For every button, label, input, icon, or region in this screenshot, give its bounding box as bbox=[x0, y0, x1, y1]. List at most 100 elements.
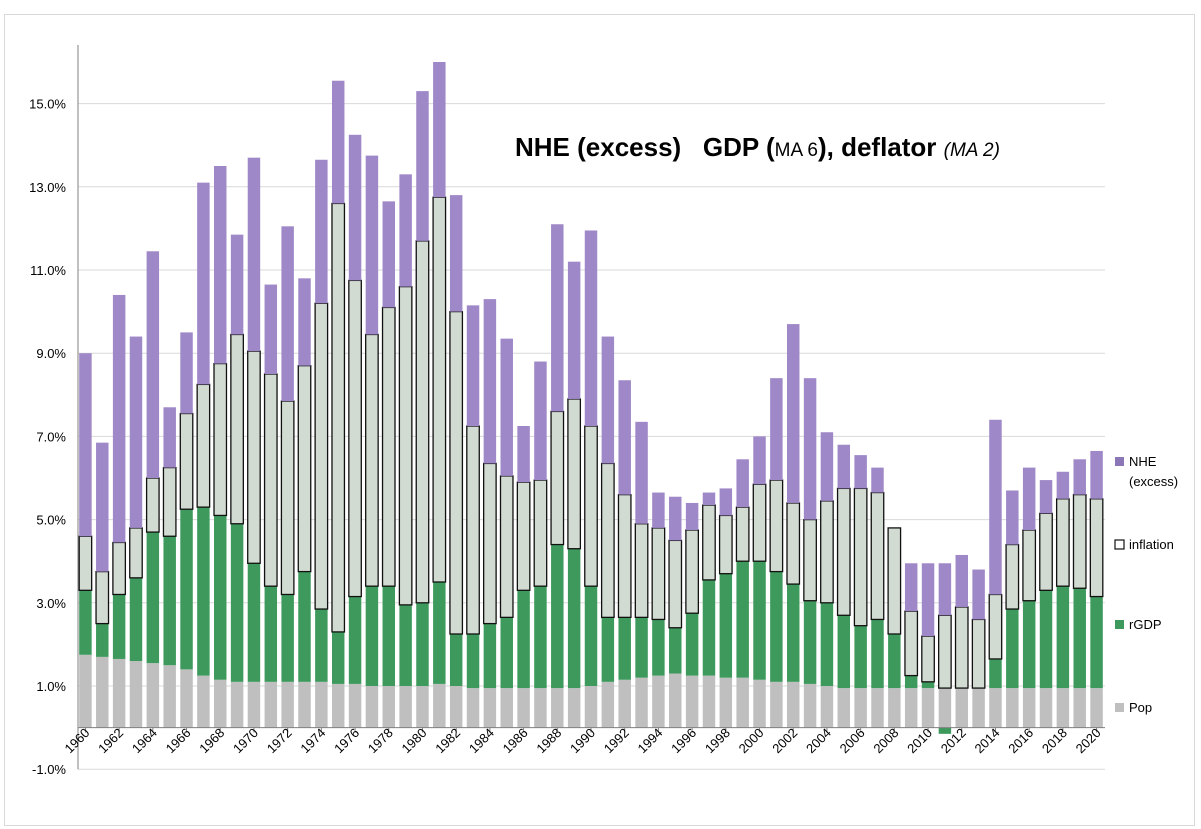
bar-nhe-excess-1967 bbox=[197, 182, 210, 385]
legend: NHE (excess) inflation rGDP Pop bbox=[1114, 454, 1178, 715]
bar-inflation-2017 bbox=[1039, 512, 1053, 591]
bar-inflation-1991 bbox=[600, 462, 615, 619]
bar-pop-2005 bbox=[837, 688, 851, 728]
bar-rgdp-2009 bbox=[904, 675, 918, 689]
bar-rgdp-2010 bbox=[921, 681, 935, 689]
bar-inflation-2000 bbox=[752, 483, 767, 562]
bar-nhe-excess-1983 bbox=[466, 305, 480, 426]
bar-inflation-1972 bbox=[280, 400, 295, 596]
bar-nhe-excess-1985 bbox=[500, 338, 513, 476]
bar-nhe-excess-2004 bbox=[820, 432, 834, 501]
bar-inflation-1964 bbox=[145, 477, 160, 533]
bar-nhe-excess-1968 bbox=[214, 166, 227, 364]
x-tick-label: 1964 bbox=[129, 725, 160, 756]
bar-inflation-1967 bbox=[196, 383, 211, 508]
bar-pop-2016 bbox=[1022, 688, 1036, 728]
bar-rgdp-1964 bbox=[146, 532, 160, 664]
x-tick-label: 1976 bbox=[331, 725, 362, 756]
bar-pop-1996 bbox=[685, 675, 699, 728]
bar-nhe-excess-1989 bbox=[567, 261, 581, 399]
bar-pop-1965 bbox=[163, 665, 176, 728]
bar-pop-2001 bbox=[770, 681, 783, 728]
x-tick-label: 2006 bbox=[837, 725, 868, 756]
bar-rgdp-1995 bbox=[669, 627, 682, 674]
bar-inflation-2004 bbox=[820, 500, 834, 604]
bar-nhe-excess-1982 bbox=[449, 195, 463, 312]
bar-pop-1992 bbox=[618, 679, 631, 728]
x-tick-label: 1978 bbox=[365, 725, 396, 756]
bar-rgdp-2014 bbox=[989, 658, 1002, 689]
bar-nhe-excess-2018 bbox=[1056, 471, 1070, 499]
bar-inflation-1996 bbox=[685, 529, 700, 614]
bar-pop-1989 bbox=[567, 688, 581, 728]
bar-pop-2017 bbox=[1039, 688, 1053, 728]
bar-rgdp-2015 bbox=[1006, 609, 1019, 689]
bar-rgdp-1988 bbox=[551, 544, 564, 689]
bar-rgdp-1965 bbox=[163, 536, 176, 666]
bar-rgdp-2016 bbox=[1022, 600, 1036, 689]
bar-rgdp-1971 bbox=[264, 586, 278, 682]
bar-pop-2009 bbox=[904, 688, 918, 728]
bar-nhe-excess-1978 bbox=[382, 201, 396, 308]
bar-rgdp-1978 bbox=[382, 586, 396, 686]
bar-inflation-1974 bbox=[314, 302, 329, 610]
bar-nhe-excess-2003 bbox=[803, 378, 817, 520]
bar-nhe-excess-1961 bbox=[96, 442, 109, 572]
title-part: MA 6 bbox=[775, 140, 818, 161]
legend-label: inflation bbox=[1129, 537, 1174, 552]
bar-rgdp-2001 bbox=[770, 571, 783, 682]
bar-pop-2010 bbox=[921, 688, 935, 728]
bar-pop-1999 bbox=[736, 677, 749, 728]
x-tick-label: 1960 bbox=[61, 725, 92, 756]
bar-inflation-1988 bbox=[550, 410, 565, 546]
bar-rgdp-1977 bbox=[365, 586, 379, 686]
x-tick-label: 1992 bbox=[601, 725, 632, 756]
bar-inflation-1962 bbox=[112, 541, 127, 596]
legend-label: rGDP bbox=[1129, 617, 1162, 632]
bar-rgdp-1990 bbox=[584, 586, 598, 686]
bar-inflation-1976 bbox=[348, 279, 362, 598]
bar-inflation-2006 bbox=[853, 487, 868, 627]
bar-rgdp-1973 bbox=[298, 571, 311, 682]
bar-inflation-2020 bbox=[1089, 498, 1104, 598]
bar-pop-1971 bbox=[264, 681, 278, 728]
bar-pop-1987 bbox=[534, 688, 547, 728]
title-part: NHE (excess) GDP bbox=[515, 132, 766, 162]
bar-inflation-2002 bbox=[786, 502, 801, 585]
bar-pop-1962 bbox=[112, 658, 126, 728]
bar-inflation-2005 bbox=[836, 487, 851, 616]
bar-nhe-excess-1964 bbox=[146, 251, 160, 478]
bar-inflation-1987 bbox=[533, 479, 548, 587]
bar-inflation-2010 bbox=[921, 635, 935, 683]
bar-rgdp-2000 bbox=[753, 561, 766, 680]
bar-pop-1976 bbox=[348, 683, 362, 728]
bar-inflation-1965 bbox=[162, 466, 177, 537]
bar-nhe-excess-1976 bbox=[348, 134, 362, 281]
bar-rgdp-1972 bbox=[281, 594, 294, 682]
bar-nhe-excess-1984 bbox=[483, 299, 497, 464]
bar-nhe-excess-1995 bbox=[669, 496, 682, 541]
bar-inflation-1999 bbox=[735, 506, 750, 562]
legend-swatch bbox=[1115, 620, 1124, 629]
x-tick-label: 1962 bbox=[95, 725, 126, 756]
bar-nhe-excess-1972 bbox=[281, 226, 294, 402]
x-tick-label: 2002 bbox=[769, 725, 800, 756]
bar-inflation-1978 bbox=[381, 306, 396, 587]
y-tick-label: 7.0% bbox=[36, 429, 66, 444]
bar-pop-1975 bbox=[331, 683, 345, 728]
bar-pop-2002 bbox=[786, 681, 800, 728]
bar-inflation-1975 bbox=[331, 202, 346, 633]
bar-inflation-1985 bbox=[499, 475, 514, 619]
bar-nhe-excess-1965 bbox=[163, 407, 176, 468]
bar-rgdp-1969 bbox=[230, 523, 244, 682]
x-tick-label: 1986 bbox=[500, 725, 531, 756]
bar-pop-2020 bbox=[1090, 688, 1103, 728]
bar-nhe-excess-1990 bbox=[584, 230, 598, 426]
bar-inflation-1980 bbox=[415, 240, 430, 604]
bar-rgdp-1992 bbox=[618, 617, 631, 680]
bar-rgdp-2017 bbox=[1039, 590, 1053, 689]
bar-rgdp-1997 bbox=[702, 579, 716, 676]
x-tick-label: 1990 bbox=[567, 725, 598, 756]
bar-inflation-1968 bbox=[213, 362, 228, 517]
